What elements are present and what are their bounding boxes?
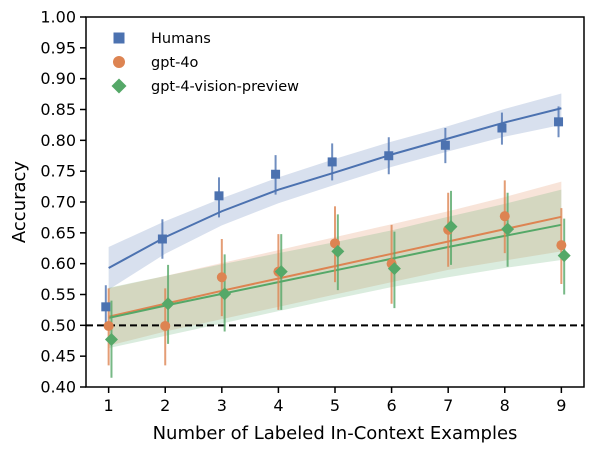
gpt-4-vision-preview-point (331, 244, 345, 258)
x-tick-label: 7 (443, 396, 453, 415)
humans-point (440, 140, 450, 150)
gpt-4-vision-preview-point (274, 265, 288, 279)
y-tick-label: 0.75 (40, 162, 76, 181)
y-axis-label: Accuracy (9, 161, 30, 244)
gpt-4-vision-preview-point (557, 249, 571, 263)
x-tick-label: 9 (556, 396, 566, 415)
x-tick-label: 1 (104, 396, 114, 415)
gpt-4o-point (103, 320, 114, 331)
humans-point (157, 234, 167, 244)
humans-point (214, 191, 224, 201)
y-tick-label: 0.40 (40, 378, 76, 397)
gpt-4-vision-preview-point (444, 220, 458, 234)
y-tick-label: 0.90 (40, 69, 76, 88)
y-tick-label: 0.80 (40, 131, 76, 150)
gpt-4o-point (160, 320, 171, 331)
humans-point (497, 123, 507, 133)
humans-point (101, 302, 111, 312)
gpt-4o-point (556, 240, 567, 251)
x-tick-label: 3 (217, 396, 227, 415)
humans-point (271, 169, 281, 179)
x-tick-label: 4 (273, 396, 283, 415)
gpt-4-vision-preview-point (161, 297, 175, 311)
axes: 0.40 0.45 0.50 0.55 0.60 0.65 0.70 0.75 0.80 0.85… (40, 8, 585, 415)
y-tick-label: 1.00 (40, 8, 76, 27)
data-markers (101, 117, 571, 347)
x-tick-label: 6 (386, 396, 396, 415)
gpt-4-vision-preview-point (218, 287, 232, 301)
y-tick-label: 0.45 (40, 347, 76, 366)
gpt-4-vision-preview-point (387, 262, 401, 276)
x-tick-label: 2 (160, 396, 170, 415)
y-tick-label: 0.95 (40, 38, 76, 57)
x-tick-label: 5 (330, 396, 340, 415)
humans-legend-label: Humans (151, 31, 211, 47)
y-tick-label: 0.50 (40, 316, 76, 335)
gpt-4o-legend-marker (113, 56, 125, 68)
gpt-4o-legend-label: gpt-4o (151, 55, 199, 71)
humans-point (327, 157, 337, 167)
humans-point (384, 151, 394, 161)
gpt-4o-point (499, 211, 510, 222)
y-tick-label: 0.55 (40, 285, 76, 304)
x-axis-label: Number of Labeled In-Context Examples (153, 423, 518, 444)
gpt-4-vision-preview-point (104, 333, 118, 347)
x-tick-label: 8 (500, 396, 510, 415)
y-tick-label: 0.85 (40, 100, 76, 119)
gpt-4-vision-preview-point (501, 222, 515, 236)
y-tick-label: 0.65 (40, 223, 76, 242)
y-tick-label: 0.60 (40, 254, 76, 273)
gpt-4-vision-preview-legend-label: gpt-4-vision-preview (151, 79, 299, 95)
humans-legend-marker (113, 32, 125, 44)
gpt-4-vision-preview-legend-marker (111, 78, 127, 94)
y-tick-label: 0.70 (40, 193, 76, 212)
legend: Humans gpt-4o gpt-4-vision-preview (111, 31, 299, 95)
humans-fit-line (108, 107, 562, 269)
gpt-4o-point (216, 272, 227, 283)
humans-point (554, 117, 564, 127)
